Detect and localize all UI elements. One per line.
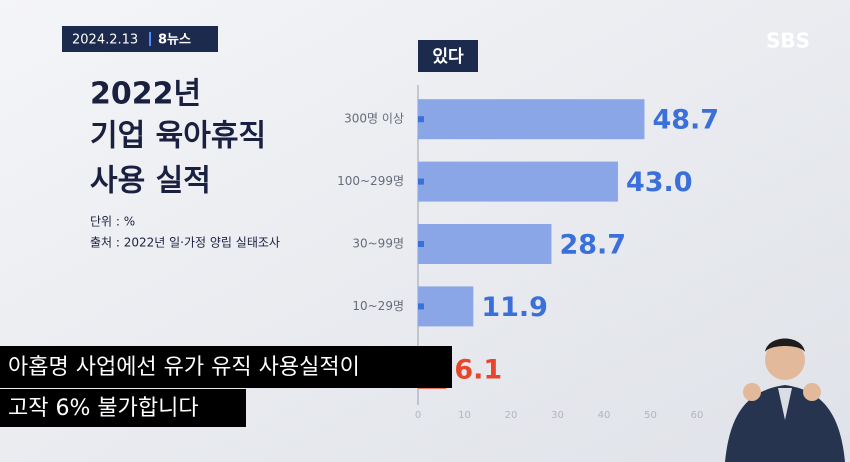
captions: 아홉명 사업에선 유가 유직 사용실적이 고작 6% 불가합니다 — [0, 346, 452, 427]
bar — [418, 99, 645, 140]
logo: SBS — [766, 29, 810, 53]
category-marker — [418, 303, 424, 310]
category-marker — [418, 178, 424, 185]
x-tick-label: 60 — [691, 410, 704, 421]
y-tick-label: 300명 이상 — [344, 112, 404, 126]
x-tick-label: 20 — [505, 410, 518, 421]
bar — [418, 161, 618, 202]
caption: 고작 6% 불가합니다 — [8, 396, 199, 421]
plot: 0 10 20 30 40 50 60 300명 이상 48.7 100~299명 43.0 30~9… — [337, 99, 719, 421]
caption: 아홉명 사업에선 유가 유직 사용실적이 — [8, 355, 360, 380]
category-marker — [418, 116, 424, 123]
value-label: 11.9 — [481, 292, 548, 323]
y-tick-label: 10~29명 — [352, 299, 404, 313]
date: 2024.2.13 — [72, 33, 138, 48]
y-tick-label: 100~299명 — [337, 174, 404, 188]
date-badge — [62, 26, 218, 52]
caption-box — [0, 389, 246, 427]
legend-label: 있다 — [432, 47, 464, 67]
value-label: 48.7 — [652, 105, 719, 136]
x-tick-label: 40 — [598, 410, 611, 421]
bar — [418, 224, 552, 264]
source-note: 출처 : 2022년 일·가정 양립 실태조사 — [90, 236, 280, 250]
caption-box — [0, 346, 452, 388]
category-marker — [418, 241, 424, 247]
y-tick-label: 30~99명 — [352, 237, 404, 251]
unit-note: 단위 : % — [90, 215, 135, 229]
title-line: 기업 육아휴직 — [90, 119, 266, 154]
x-tick-label: 10 — [458, 410, 471, 421]
bar — [418, 286, 474, 327]
series-header — [418, 40, 478, 72]
title-line: 사용 실적 — [90, 164, 211, 199]
sign-interpreter — [725, 338, 845, 462]
program: 8뉴스 — [158, 33, 191, 48]
x-tick-label: 0 — [415, 410, 421, 421]
title-line: 2022년 — [90, 77, 201, 112]
value-label: 6.1 — [454, 354, 502, 385]
value-label: 28.7 — [559, 230, 626, 261]
x-tick-label: 50 — [644, 410, 657, 421]
value-label: 43.0 — [626, 167, 693, 198]
x-tick-label: 30 — [551, 410, 564, 421]
